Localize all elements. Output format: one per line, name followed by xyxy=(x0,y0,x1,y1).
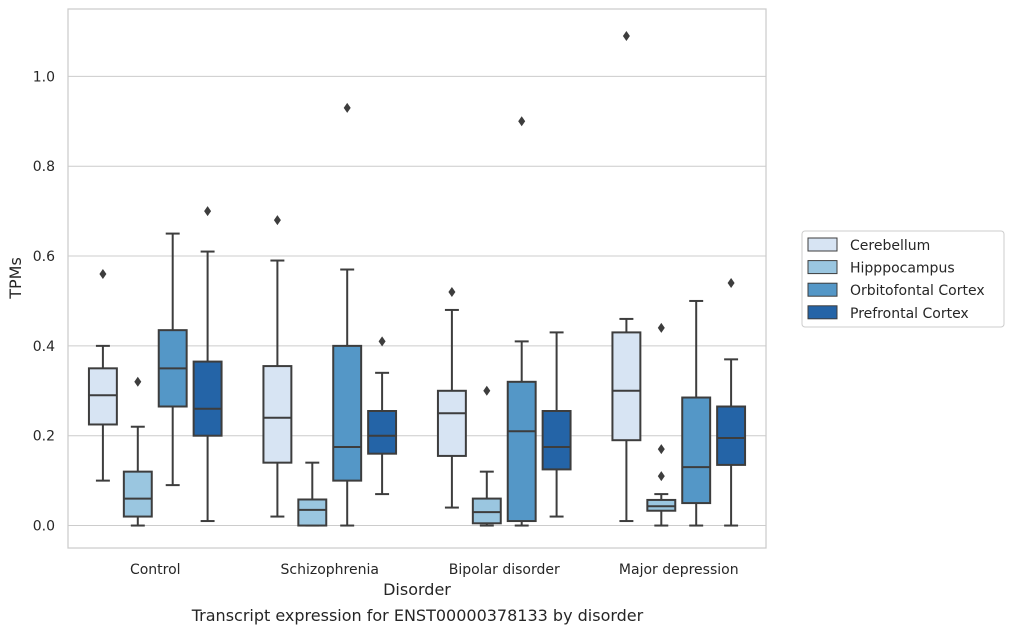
y-tick-label: 0.6 xyxy=(33,249,55,265)
outlier-marker xyxy=(134,376,142,387)
outlier-marker xyxy=(657,322,665,333)
box-iqr xyxy=(192,360,223,437)
box-iqr xyxy=(716,405,747,466)
legend-label: Cerebellum xyxy=(850,238,930,254)
legend-label: Prefrontal Cortex xyxy=(850,306,969,322)
box-iqr xyxy=(541,410,572,471)
outlier-marker xyxy=(657,444,665,455)
box-element xyxy=(541,331,572,518)
box-element xyxy=(436,286,467,509)
box-series-group xyxy=(192,206,747,527)
outlier-marker xyxy=(483,385,491,396)
box-element xyxy=(297,461,328,527)
y-tick-label: 0.0 xyxy=(33,519,55,535)
box-iqr xyxy=(611,331,642,442)
box-iqr xyxy=(297,498,328,527)
legend-label: Orbitofontal Cortex xyxy=(850,283,985,299)
outlier-marker xyxy=(99,269,107,280)
box-element xyxy=(262,215,293,518)
box-iqr xyxy=(681,396,712,505)
box-iqr xyxy=(262,365,293,464)
outlier-marker xyxy=(657,471,665,482)
legend-frame xyxy=(801,230,1005,328)
box-series-group xyxy=(122,322,677,527)
box-series-group xyxy=(87,30,642,523)
box-element xyxy=(192,206,223,523)
x-axis-ticks: Control Schizophrenia Bipolar disorder Majo… xyxy=(130,562,739,578)
box-iqr xyxy=(332,344,363,482)
box-iqr xyxy=(367,410,398,455)
x-tick-label: Schizophrenia xyxy=(281,562,379,578)
box-element xyxy=(87,269,118,482)
chart-caption: Transcript expression for ENST0000037813… xyxy=(191,606,644,625)
legend-swatch xyxy=(807,282,838,297)
box-iqr xyxy=(87,367,118,426)
box-element xyxy=(716,277,747,527)
y-tick-label: 1.0 xyxy=(33,69,55,85)
box-iqr xyxy=(436,389,467,457)
legend-swatch xyxy=(807,305,838,320)
x-tick-label: Control xyxy=(130,562,181,578)
box-element xyxy=(611,30,642,523)
outlier-marker xyxy=(448,286,456,297)
outlier-marker xyxy=(378,336,386,347)
box-iqr xyxy=(506,380,537,523)
box-iqr xyxy=(471,497,502,525)
legend-items: Cerebellum Hipppocampus Orbitofontal Corte… xyxy=(807,237,985,322)
x-tick-label: Major depression xyxy=(619,562,739,578)
legend: Cerebellum Hipppocampus Orbitofontal Corte… xyxy=(801,230,1005,328)
legend-label: Hipppocampus xyxy=(850,261,955,277)
legend-swatch xyxy=(807,237,838,252)
outlier-marker xyxy=(273,215,281,226)
outlier-marker xyxy=(204,206,212,217)
plot-area-frame xyxy=(67,8,767,549)
box-series xyxy=(87,30,747,527)
box-element xyxy=(367,336,398,496)
y-tick-label: 0.8 xyxy=(33,159,55,175)
y-tick-label: 0.4 xyxy=(33,339,55,355)
x-tick-label: Bipolar disorder xyxy=(449,562,560,578)
outlier-marker xyxy=(622,30,630,41)
y-axis-label: TPMs xyxy=(6,257,25,300)
x-axis-label: Disorder xyxy=(383,580,451,599)
y-tick-label: 0.2 xyxy=(33,429,55,445)
box-element xyxy=(646,322,677,527)
box-element xyxy=(157,232,188,487)
box-element xyxy=(332,102,363,527)
y-axis-ticks: 0.0 0.2 0.4 0.6 0.8 1.0 xyxy=(33,69,55,534)
box-iqr xyxy=(122,470,153,518)
box-element xyxy=(681,299,712,527)
legend-swatch xyxy=(807,260,838,275)
outlier-marker xyxy=(727,277,735,288)
box-element xyxy=(122,376,153,527)
box-element xyxy=(471,385,502,527)
box-series-group xyxy=(157,102,712,527)
outlier-marker xyxy=(343,102,351,113)
outlier-marker xyxy=(518,116,526,127)
box-element xyxy=(506,116,537,527)
